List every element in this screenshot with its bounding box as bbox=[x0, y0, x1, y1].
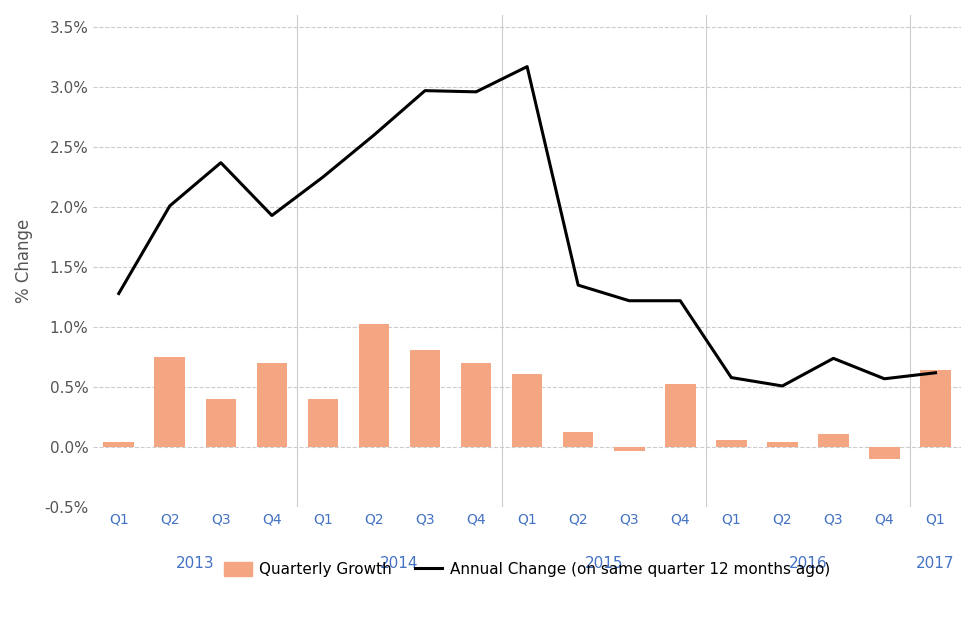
Bar bbox=[767, 443, 797, 447]
Text: 2013: 2013 bbox=[176, 556, 215, 572]
Bar bbox=[103, 443, 134, 447]
Bar bbox=[920, 370, 951, 447]
Text: 2014: 2014 bbox=[381, 556, 419, 572]
Bar bbox=[869, 447, 900, 459]
Y-axis label: % Change: % Change bbox=[15, 219, 33, 303]
Bar bbox=[716, 440, 747, 447]
Bar bbox=[307, 399, 339, 447]
Bar bbox=[257, 363, 287, 447]
Text: 2017: 2017 bbox=[916, 556, 955, 572]
Bar bbox=[154, 357, 185, 447]
Bar bbox=[614, 447, 644, 451]
Bar bbox=[818, 434, 849, 447]
Text: 2015: 2015 bbox=[585, 556, 623, 572]
Bar bbox=[665, 384, 696, 447]
Bar bbox=[563, 432, 593, 447]
Bar bbox=[410, 350, 440, 447]
Bar bbox=[511, 374, 543, 447]
Text: 2016: 2016 bbox=[789, 556, 828, 572]
Bar bbox=[206, 399, 236, 447]
Bar bbox=[358, 324, 389, 447]
Bar bbox=[461, 363, 491, 447]
Legend: Quarterly Growth, Annual Change (on same quarter 12 months ago): Quarterly Growth, Annual Change (on same… bbox=[218, 556, 836, 583]
